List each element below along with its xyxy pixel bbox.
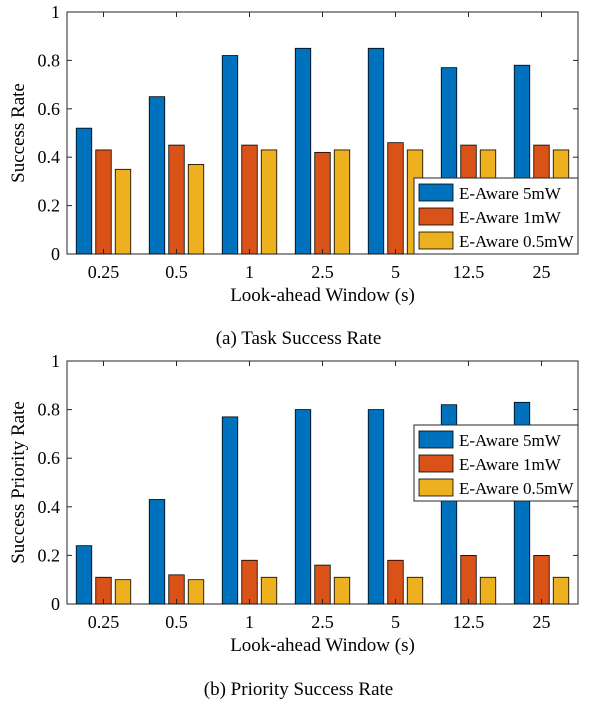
x-tick-label: 12.5 (453, 612, 485, 632)
bar-1mw-5 (387, 142, 404, 255)
bar-5mw-2_5 (294, 409, 312, 605)
y-axis-label: Success Rate (8, 83, 29, 183)
caption-a: (a) Task Success Rate (215, 328, 382, 349)
bar-5mw-0_5 (148, 499, 166, 605)
legend-swatch (418, 183, 454, 202)
legend-label: E-Aware 1mW (459, 208, 562, 227)
y-tick-label: 0.6 (38, 448, 61, 468)
legend-label: E-Aware 5mW (459, 184, 562, 203)
x-tick-label: 1 (245, 262, 254, 282)
bar-1mw-25 (533, 555, 550, 605)
legend: E-Aware 5mW E-Aware 1mW E-Aware 0.5mW (413, 177, 579, 255)
x-tick-label: 2.5 (311, 262, 334, 282)
y-tick-label: 0 (51, 594, 60, 614)
x-tick-label: 12.5 (453, 262, 485, 282)
bar-05mw-25 (552, 576, 570, 605)
y-tick-label: 0.8 (38, 50, 61, 70)
y-tick-label: 0.4 (38, 497, 61, 517)
x-tick-label: 0.5 (165, 262, 188, 282)
x-axis-label: Look-ahead Window (s) (230, 285, 415, 306)
x-tick-label: 0.25 (88, 612, 120, 632)
y-tick-label: 0.2 (38, 545, 61, 565)
x-tick-label: 25 (533, 262, 551, 282)
y-axis-label: Success Priority Rate (8, 401, 29, 564)
x-tick-label: 5 (391, 262, 400, 282)
y-tick-label: 0.2 (38, 196, 61, 216)
bar-05mw-0_25 (114, 168, 132, 255)
bar-1mw-1 (241, 144, 258, 255)
legend: E-Aware 5mW E-Aware 1mW E-Aware 0.5mW (413, 424, 579, 502)
bar-1mw-12_5 (460, 555, 477, 605)
y-tick-label: 0 (51, 244, 60, 264)
x-tick-label: 25 (533, 612, 551, 632)
bar-05mw-0_25 (114, 579, 132, 605)
bar-5mw-2_5 (294, 47, 312, 255)
y-tick-label: 0.8 (38, 400, 61, 420)
bar-5mw-5 (367, 409, 385, 605)
y-tick-label: 0.6 (38, 99, 61, 119)
bar-05mw-1 (260, 576, 278, 605)
legend-swatch (418, 478, 454, 497)
x-tick-label: 2.5 (311, 612, 334, 632)
y-tick-label: 1 (51, 2, 60, 22)
legend-swatch (418, 207, 454, 226)
bar-5mw-1 (221, 55, 239, 255)
x-tick-label: 5 (391, 612, 400, 632)
x-tick-label: 0.25 (88, 262, 120, 282)
bar-05mw-12_5 (479, 576, 497, 605)
bar-05mw-1 (260, 149, 278, 255)
legend-label: E-Aware 0.5mW (459, 479, 575, 498)
chart-priority-success-rate: 00.20.40.60.810.25 0.5 1 2.5 5 12.5 25Look-ahe… (8, 351, 579, 656)
y-tick-label: 0.4 (38, 147, 61, 167)
x-axis-label: Look-ahead Window (s) (230, 635, 415, 656)
legend-swatch (418, 430, 454, 449)
bar-1mw-1 (241, 559, 258, 605)
bar-1mw-5 (387, 559, 404, 605)
legend-label: E-Aware 1mW (459, 455, 562, 474)
caption-b: (b) Priority Success Rate (203, 679, 394, 700)
bar-05mw-5 (406, 576, 424, 605)
bar-05mw-2_5 (333, 149, 351, 255)
bar-05mw-2_5 (333, 576, 351, 605)
bar-5mw-5 (367, 47, 385, 255)
bar-5mw-0_5 (148, 96, 166, 255)
bar-1mw-0_25 (95, 149, 112, 255)
legend-swatch (418, 454, 454, 473)
bar-1mw-2_5 (314, 151, 331, 255)
legend-swatch (418, 231, 454, 250)
bar-1mw-0_5 (168, 144, 185, 255)
bar-05mw-0_5 (187, 579, 205, 605)
bar-1mw-2_5 (314, 564, 331, 605)
legend-label: E-Aware 0.5mW (459, 232, 575, 251)
chart-task-success-rate: 00.20.40.60.810.25 0.5 1 2.5 5 12.5 25Look-ahe… (8, 2, 579, 306)
bar-5mw-1 (221, 416, 239, 605)
bar-5mw-0_25 (75, 545, 93, 605)
legend-label: E-Aware 5mW (459, 431, 562, 450)
y-tick-label: 1 (51, 351, 60, 371)
bar-5mw-0_25 (75, 127, 93, 255)
x-tick-label: 1 (245, 612, 254, 632)
x-tick-label: 0.5 (165, 612, 188, 632)
bar-05mw-0_5 (187, 164, 205, 255)
